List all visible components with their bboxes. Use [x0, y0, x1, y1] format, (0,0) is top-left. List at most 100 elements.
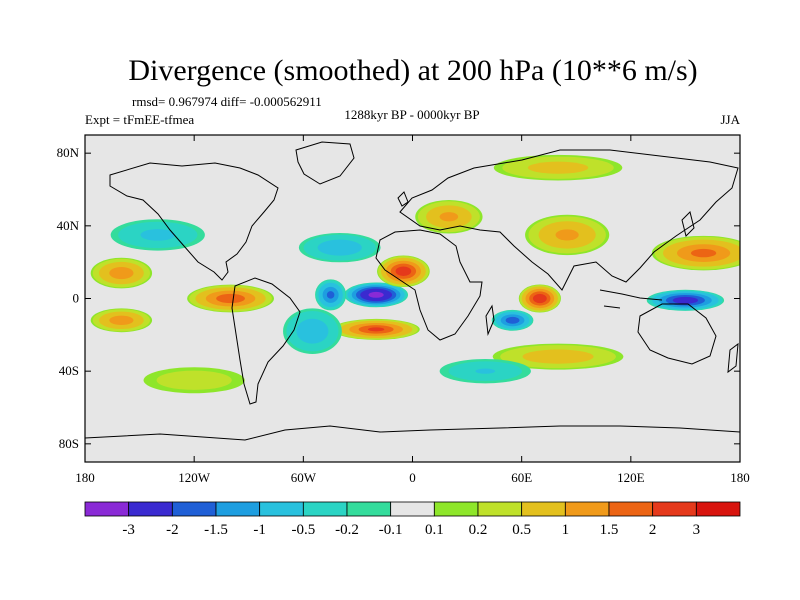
coastline-japan — [681, 211, 695, 237]
contour-level — [522, 349, 594, 364]
contour-level — [527, 161, 589, 174]
field-feature-north-atlantic-convergence — [298, 232, 381, 263]
field-feature-west-africa-divergence — [377, 255, 430, 288]
contour-level — [317, 239, 362, 256]
field-feature-arctic-divergence — [493, 154, 623, 181]
field-feature-west-pacific-convergence — [646, 289, 725, 311]
coastline-eurasia — [399, 149, 739, 291]
field-feature-south-indian-convergence — [439, 359, 531, 384]
y-tick-label: 40S — [59, 363, 79, 378]
contour-level — [690, 248, 717, 258]
contour-level — [140, 229, 176, 241]
colorbar-label: -0.5 — [291, 522, 315, 538]
colorbar-label: 2 — [649, 522, 657, 538]
colorbar-swatch — [564, 501, 610, 517]
field-feature-south-atlantic-divergence — [332, 318, 420, 340]
contour-level — [109, 267, 134, 280]
contour-level — [532, 293, 547, 304]
coastline-australia — [637, 303, 717, 365]
field-feature-east-pacific-divergence — [187, 284, 274, 313]
field-feature-atlantic-convergence-min — [344, 282, 409, 308]
colorbar-swatch — [652, 501, 697, 517]
colorbar-swatch — [695, 501, 741, 517]
x-tick-label: 180 — [730, 470, 750, 485]
field-feature-central-pacific-divergence-s — [90, 308, 153, 333]
x-tick-label: 60W — [291, 470, 317, 485]
divergence-field — [90, 154, 740, 394]
field-feature-pacific-divergence-n — [651, 235, 740, 271]
x-tick-label: 60E — [511, 470, 532, 485]
x-axis: 180 120W 60W 0 60E 120E 180 — [75, 135, 750, 485]
field-feature-indian-ocean-convergence — [491, 309, 534, 331]
coastline-north-america — [109, 162, 279, 281]
contour-level — [326, 291, 335, 299]
y-tick-label: 0 — [73, 291, 80, 306]
colorbar-swatch — [84, 501, 130, 517]
coastline-south-america — [231, 277, 301, 405]
contour-level — [368, 291, 384, 298]
contour-level — [555, 229, 579, 241]
colorbar-swatch — [259, 501, 304, 517]
colorbar-label: 0.1 — [425, 522, 444, 538]
colorbar-label: -0.1 — [379, 522, 403, 538]
colorbar-swatch — [215, 501, 261, 517]
map-area — [85, 135, 740, 462]
x-tick-label: 120E — [617, 470, 645, 485]
contour-level — [475, 368, 496, 374]
colorbar-label: -1 — [253, 522, 266, 538]
x-tick-label: 120W — [178, 470, 211, 485]
y-tick-label: 80S — [59, 436, 79, 451]
x-tick-label: 180 — [75, 470, 95, 485]
field-feature-eurasia-divergence — [415, 199, 483, 234]
chart-title: Divergence (smoothed) at 200 hPa (10**6 … — [128, 54, 697, 87]
colorbar-swatch — [521, 501, 566, 517]
coastline-uk — [397, 191, 409, 207]
colorbar-swatch — [128, 501, 173, 517]
contour-level — [296, 318, 329, 344]
field-feature-south-pacific-divergence — [143, 367, 245, 394]
coastline-madagascar — [485, 304, 495, 336]
colorbar-label: -1.5 — [204, 522, 228, 538]
y-tick-label: 80N — [57, 145, 80, 160]
contour-level — [395, 266, 412, 276]
y-axis: 80N 40N 0 40S 80S — [57, 145, 740, 451]
colorbar-swatch — [346, 501, 392, 517]
contour-level — [439, 212, 459, 222]
x-tick-label: 0 — [409, 470, 416, 485]
colorbar-swatch — [608, 501, 654, 517]
colorbar-label: -3 — [122, 522, 135, 538]
colorbar-label: -0.2 — [335, 522, 359, 538]
field-feature-southern-ocean-divergence — [492, 343, 624, 370]
field-feature-brazil-convergence — [315, 279, 347, 311]
colorbar-label: 0.2 — [469, 522, 488, 538]
field-feature-asia-divergence — [525, 214, 610, 256]
colorbar: -3 -2 -1.5 -1 -0.5 -0.2 -0.1 0.1 0.2 0.5 1 1.5 2 3 — [84, 501, 741, 538]
contour-level — [367, 327, 385, 332]
colorbar-label: 3 — [693, 522, 701, 538]
contour-level — [216, 293, 245, 304]
colorbar-label: 0.5 — [512, 522, 531, 538]
contour-level — [109, 315, 134, 325]
colorbar-label: -2 — [166, 522, 179, 538]
coastline-antarctica — [85, 425, 740, 441]
colorbar-swatch — [433, 501, 479, 517]
colorbar-label: 1.5 — [600, 522, 619, 538]
period-label: 1288kyr BP - 0000kyr BP — [344, 107, 479, 122]
experiment-label: Expt = tFmEE-tfmea — [85, 112, 194, 127]
coastlines — [85, 141, 740, 441]
colorbar-swatch — [171, 501, 217, 517]
contour-level — [156, 370, 232, 390]
coastline-indonesia — [599, 289, 663, 309]
stats-text: rmsd= 0.967974 diff= -0.000562911 — [132, 94, 322, 109]
field-feature-indian-ocean-divergence — [518, 284, 561, 313]
colorbar-swatch — [390, 501, 435, 517]
field-feature-south-america-convergence — [283, 308, 342, 355]
contour-level — [505, 316, 520, 324]
colorbar-label: 1 — [562, 522, 570, 538]
y-tick-label: 40N — [57, 218, 80, 233]
season-label: JJA — [720, 112, 740, 127]
coastline-greenland — [295, 141, 355, 185]
contour-level — [672, 296, 699, 304]
colorbar-swatch — [302, 501, 348, 517]
